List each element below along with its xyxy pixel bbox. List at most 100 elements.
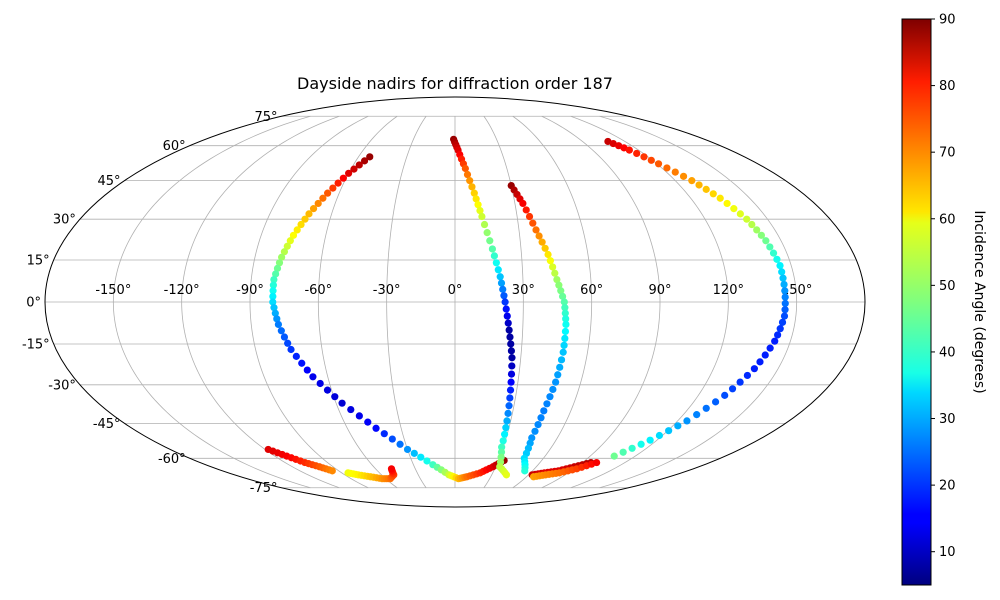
data-point	[522, 206, 530, 214]
data-point	[537, 414, 545, 422]
data-point	[280, 248, 289, 256]
data-point	[271, 309, 279, 317]
data-point	[396, 440, 404, 448]
data-point	[366, 153, 374, 161]
data-point	[503, 417, 511, 425]
lon-tick-label: -120°	[164, 283, 200, 298]
data-point	[272, 270, 280, 278]
data-point	[328, 467, 336, 475]
data-point	[504, 319, 512, 327]
data-point	[347, 405, 355, 414]
lat-tick-label: 45°	[98, 174, 121, 189]
data-point	[663, 164, 671, 172]
data-point	[562, 320, 570, 329]
data-point	[560, 341, 568, 349]
colorbar-tick-label: 30	[939, 412, 956, 427]
data-point	[525, 212, 534, 221]
data-point	[695, 181, 703, 189]
data-point	[274, 320, 282, 329]
data-point	[688, 177, 696, 185]
data-point	[269, 287, 277, 295]
graticule-meridian	[386, 116, 427, 488]
data-point	[561, 327, 570, 336]
colorbar-tick-label: 80	[939, 79, 956, 94]
data-point	[316, 379, 324, 388]
data-point	[269, 281, 277, 289]
data-point	[297, 220, 305, 229]
data-point	[287, 345, 295, 354]
data-point	[506, 386, 515, 394]
data-point	[776, 325, 784, 333]
data-point	[620, 144, 628, 152]
data-point	[309, 205, 318, 213]
data-point	[562, 315, 570, 323]
data-point	[280, 333, 289, 341]
lat-tick-label: -60°	[158, 452, 186, 467]
data-point	[778, 318, 787, 326]
data-point	[499, 285, 507, 293]
graticule-meridian	[541, 115, 661, 489]
data-point	[499, 437, 507, 445]
data-point	[766, 344, 774, 352]
data-point	[561, 304, 569, 312]
data-point	[286, 237, 294, 245]
data-point	[743, 371, 752, 380]
data-point	[723, 199, 731, 208]
data-point	[488, 245, 496, 253]
data-point	[470, 189, 478, 197]
data-point	[403, 445, 412, 454]
data-point	[646, 436, 654, 444]
graticule-meridian	[512, 115, 593, 489]
data-point	[410, 449, 418, 457]
data-point	[736, 210, 744, 218]
colorbar: 10 20 30 40 50 60 70 80 90 Incidence Angle (degr…	[901, 13, 987, 586]
data-point	[557, 287, 565, 295]
data-point	[736, 378, 744, 386]
latitude-tick-labels: -75° -60° -45° -30° -15° 0° 15° 30° 45° 60° 75°	[22, 110, 278, 496]
data-point	[417, 453, 425, 461]
lat-tick-label: 0°	[26, 296, 41, 311]
data-point	[284, 339, 292, 347]
data-point	[543, 400, 551, 408]
data-point	[761, 351, 769, 359]
colorbar-tick-label: 40	[939, 345, 956, 360]
data-point	[506, 333, 514, 341]
data-point	[273, 315, 281, 323]
data-point	[504, 409, 512, 417]
data-point	[693, 411, 701, 419]
data-point	[303, 366, 311, 374]
data-point	[519, 199, 527, 208]
data-point	[674, 422, 682, 430]
data-point	[551, 269, 559, 277]
data-point	[277, 327, 285, 335]
data-point	[534, 421, 542, 429]
data-point	[273, 264, 282, 272]
lon-tick-label: 60°	[580, 283, 603, 298]
data-points	[264, 135, 789, 483]
data-point	[781, 287, 789, 295]
data-point	[463, 170, 472, 179]
data-point	[633, 149, 641, 158]
data-point	[461, 164, 469, 173]
data-point	[769, 249, 778, 257]
data-point	[561, 309, 569, 317]
data-point	[468, 183, 476, 191]
data-point	[498, 443, 506, 451]
colorbar-tick-label: 60	[939, 212, 956, 227]
data-point	[364, 418, 372, 426]
data-point	[619, 448, 627, 456]
data-point	[329, 184, 337, 192]
data-point	[505, 326, 513, 334]
data-point	[561, 334, 569, 343]
data-point	[728, 385, 737, 393]
data-point	[665, 427, 673, 435]
data-point	[702, 404, 710, 412]
data-point	[334, 179, 342, 187]
data-point	[319, 194, 327, 202]
data-point	[748, 220, 756, 229]
colorbar-tick-label: 70	[939, 146, 956, 161]
data-point	[338, 399, 346, 407]
data-point	[716, 194, 724, 202]
data-point	[625, 146, 633, 154]
